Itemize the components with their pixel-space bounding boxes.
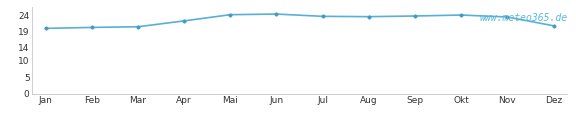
Text: www.meteo365.de: www.meteo365.de [479, 13, 567, 23]
